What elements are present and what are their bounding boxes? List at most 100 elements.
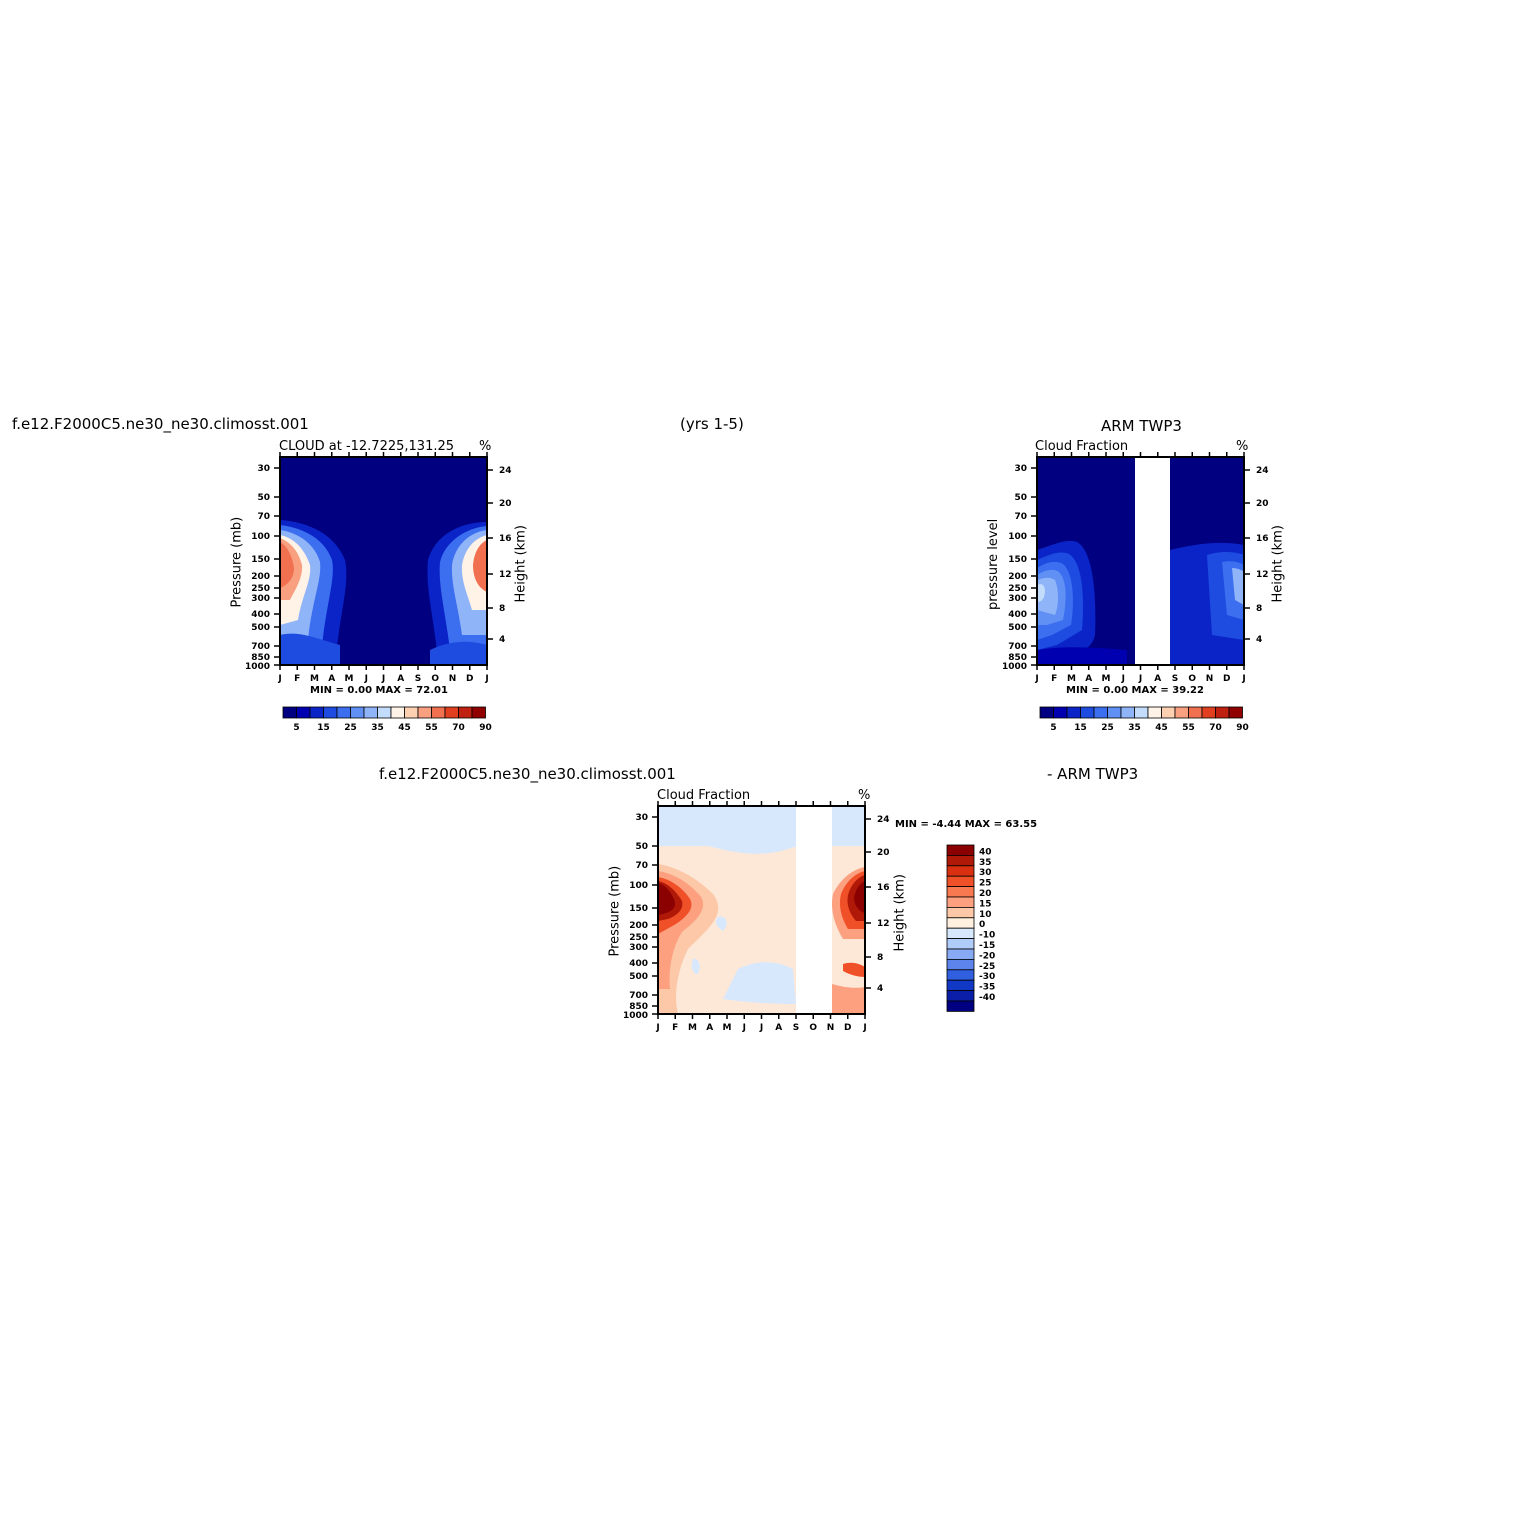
month-label: D	[1223, 674, 1230, 684]
colorbar-label: 45	[398, 723, 411, 733]
obs-h-tick: 12	[1256, 570, 1269, 580]
diff-p-tick: 700	[629, 991, 648, 1001]
diff-axis-ticks	[652, 816, 871, 1015]
header-center: (yrs 1-5)	[680, 415, 744, 433]
month-label: M	[1102, 674, 1111, 684]
model-p-tick: 400	[251, 610, 270, 620]
model-h-tick: 20	[499, 499, 512, 509]
month-label: D	[466, 674, 473, 684]
model-p-tick: 500	[251, 623, 270, 633]
obs-p-tick: 50	[1014, 493, 1027, 503]
obs-p-tick: 300	[1008, 594, 1027, 604]
diff-height-tick-labels: 24 20 16 12 8 4	[877, 815, 890, 994]
diff-p-tick: 250	[629, 933, 648, 943]
diff-p-tick: 30	[635, 813, 648, 823]
diff-h-tick: 20	[877, 848, 890, 858]
obs-p-tick: 200	[1008, 572, 1027, 582]
colorbar-label: 20	[979, 889, 992, 899]
obs-p-tick: 500	[1008, 623, 1027, 633]
colorbar-swatch	[946, 917, 975, 929]
month-label: A	[706, 1023, 713, 1033]
colorbar-label: 0	[979, 920, 985, 930]
diff-title: Cloud Fraction	[657, 788, 751, 803]
colorbar-label: 5	[1050, 723, 1056, 733]
month-label: J	[862, 1023, 866, 1033]
model-minmax: MIN = 0.00 MAX = 72.01	[310, 685, 448, 696]
colorbar-label: -10	[979, 931, 995, 941]
colorbar-swatch	[363, 706, 378, 719]
obs-p-tick: 250	[1008, 584, 1027, 594]
obs-p-tick: 850	[1008, 653, 1027, 663]
colorbar-label: 45	[1155, 723, 1168, 733]
colorbar-label: 70	[1209, 723, 1222, 733]
diff-p-tick: 50	[635, 842, 648, 852]
month-label: M	[1067, 674, 1076, 684]
colorbar-swatch	[946, 948, 975, 960]
colorbar-label: 25	[1101, 723, 1114, 733]
month-label: J	[381, 674, 385, 684]
colorbar-swatch	[1201, 706, 1216, 719]
colorbar-swatch	[350, 706, 365, 719]
model-h-tick: 8	[499, 604, 505, 614]
colorbar-swatch	[1161, 706, 1176, 719]
obs-p-tick: 150	[1008, 555, 1027, 565]
colorbar-label: -30	[979, 972, 995, 982]
diff-units: %	[858, 788, 871, 803]
colorbar-swatch	[1134, 706, 1149, 719]
month-label: J	[277, 674, 281, 684]
colorbar-swatch	[458, 706, 473, 719]
colorbar-swatch	[1066, 706, 1081, 719]
obs-title: Cloud Fraction	[1035, 439, 1129, 454]
diff-p-tick: 850	[629, 1002, 648, 1012]
colorbar-label: -40	[979, 993, 995, 1003]
colorbar-label: 30	[979, 868, 992, 878]
month-label: N	[827, 1023, 835, 1033]
month-label: A	[1154, 674, 1161, 684]
colorbar-swatch	[431, 706, 446, 719]
colorbar-label: 55	[425, 723, 438, 733]
colorbar-label: 70	[452, 723, 465, 733]
month-label: A	[775, 1023, 782, 1033]
model-p-tick: 1000	[245, 662, 270, 672]
colorbar-label: 35	[1128, 723, 1141, 733]
model-contours	[280, 457, 487, 665]
obs-h-tick: 16	[1256, 534, 1269, 544]
colorbar-label: 40	[979, 847, 992, 857]
colorbar-label: 35	[979, 858, 992, 868]
colorbar-swatch	[417, 706, 432, 719]
diff-p-tick: 500	[629, 972, 648, 982]
month-label: M	[345, 674, 354, 684]
month-label: F	[672, 1023, 678, 1033]
model-p-tick: 50	[257, 493, 270, 503]
header-left: f.e12.F2000C5.ne30_ne30.climosst.001	[12, 415, 309, 433]
colorbar-label: 35	[371, 723, 384, 733]
month-label: O	[431, 674, 439, 684]
month-label: J	[364, 674, 368, 684]
colorbar-swatch	[946, 938, 975, 950]
model-h-tick: 4	[499, 635, 505, 645]
obs-p-tick: 700	[1008, 642, 1027, 652]
diff-h-tick: 16	[877, 883, 890, 893]
diff-h-tick: 12	[877, 919, 890, 929]
colorbar-swatch	[946, 907, 975, 919]
colorbar-label: 10	[979, 910, 992, 920]
colorbar-swatch	[1174, 706, 1189, 719]
month-label: D	[844, 1023, 851, 1033]
colorbar-swatch	[1080, 706, 1095, 719]
model-p-tick: 150	[251, 555, 270, 565]
diff-h-tick: 8	[877, 953, 883, 963]
colorbar-label: 25	[344, 723, 357, 733]
model-units: %	[479, 439, 492, 454]
month-label: S	[1172, 674, 1178, 684]
model-h-tick: 24	[499, 466, 512, 476]
colorbar-label: -15	[979, 941, 995, 951]
diff-contours	[658, 806, 865, 1014]
colorbar-swatch	[946, 990, 975, 1002]
colorbar-label: 15	[317, 723, 330, 733]
colorbar-swatch	[946, 875, 975, 888]
